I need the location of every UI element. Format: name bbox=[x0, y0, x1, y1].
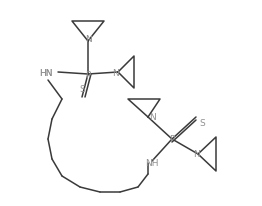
Text: N: N bbox=[149, 113, 155, 122]
Text: S: S bbox=[199, 119, 205, 128]
Text: N: N bbox=[113, 68, 119, 77]
Text: P: P bbox=[169, 135, 175, 144]
Text: N: N bbox=[85, 35, 91, 44]
Text: HN: HN bbox=[39, 68, 53, 77]
Text: N: N bbox=[193, 150, 199, 159]
Text: S: S bbox=[79, 85, 85, 94]
Text: NH: NH bbox=[145, 159, 159, 168]
Text: P: P bbox=[85, 70, 91, 79]
Text: HN: HN bbox=[39, 68, 53, 77]
